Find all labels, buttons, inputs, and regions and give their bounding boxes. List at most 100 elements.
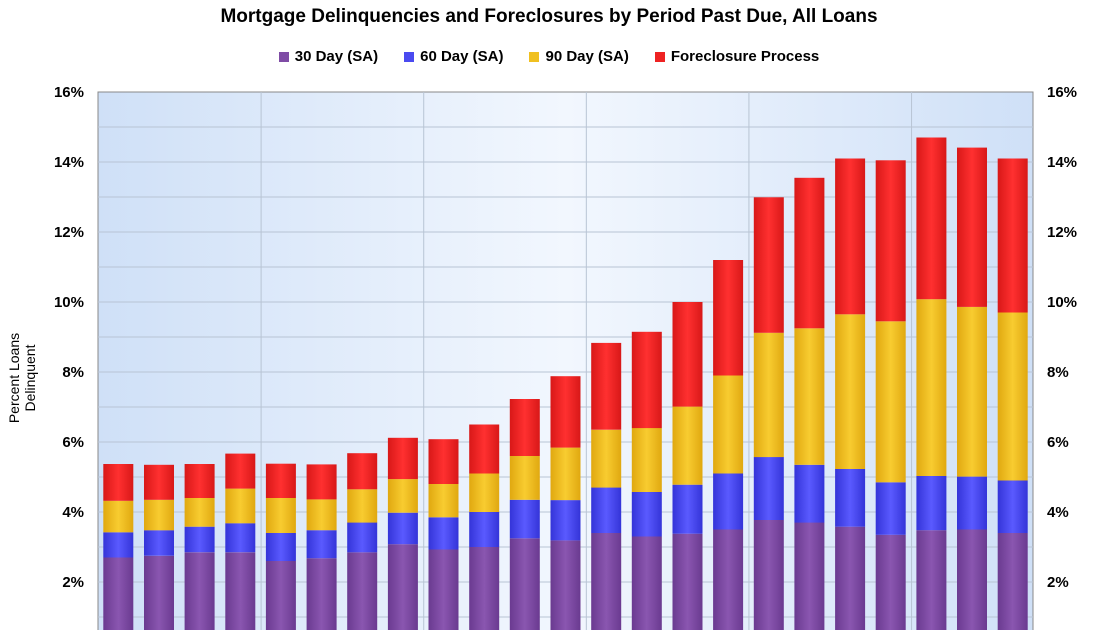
- y-tick-label-right: 2%: [1047, 574, 1069, 591]
- bar-foreclosure: [306, 464, 337, 500]
- bar-foreclosure: [347, 453, 378, 490]
- bar-30-day: [875, 534, 906, 630]
- legend-swatch-foreclosure: [654, 51, 665, 62]
- legend-swatch-30-day: [278, 51, 289, 62]
- bar-30-day: [225, 552, 256, 630]
- legend-label-foreclosure: Foreclosure Process: [670, 48, 820, 65]
- y-tick-label-right: 10%: [1047, 294, 1077, 311]
- y-tick-label-left: 8%: [62, 364, 84, 381]
- bar-foreclosure: [265, 463, 296, 498]
- bar-90-day: [469, 473, 500, 512]
- bar-30-day: [306, 558, 337, 630]
- bar-60-day: [550, 500, 581, 541]
- bar-30-day: [347, 552, 378, 630]
- bar-foreclosure: [753, 197, 784, 333]
- bar-30-day: [550, 540, 581, 630]
- bar-foreclosure: [631, 331, 662, 429]
- bar-30-day: [103, 557, 134, 630]
- bar-60-day: [916, 475, 947, 531]
- bar-90-day: [997, 312, 1028, 481]
- bar-90-day: [916, 299, 947, 476]
- bar-90-day: [713, 375, 744, 474]
- bar-foreclosure: [997, 158, 1028, 313]
- bar-60-day: [306, 530, 337, 559]
- bar-60-day: [509, 499, 540, 539]
- bar-60-day: [225, 523, 256, 553]
- y-tick-label-left: 10%: [54, 294, 84, 311]
- bar-60-day: [144, 530, 174, 556]
- bar-90-day: [265, 498, 296, 533]
- y-tick-label-left: 16%: [54, 84, 84, 101]
- y-tick-label-left: 6%: [62, 434, 84, 451]
- bar-90-day: [428, 484, 459, 518]
- y-tick-label-right: 6%: [1047, 434, 1069, 451]
- bar-60-day: [428, 517, 459, 550]
- y-tick-label-right: 8%: [1047, 364, 1069, 381]
- bar-foreclosure: [103, 464, 134, 501]
- bar-60-day: [265, 533, 296, 561]
- bar-90-day: [550, 447, 581, 501]
- bar-30-day: [184, 552, 215, 630]
- y-tick-label-right: 16%: [1047, 84, 1077, 101]
- bar-60-day: [957, 476, 987, 530]
- bar-90-day: [631, 428, 662, 492]
- bar-90-day: [387, 479, 418, 513]
- bar-30-day: [387, 544, 418, 630]
- legend-label-90-day: 90 Day (SA): [545, 48, 629, 65]
- y-tick-label-left: 12%: [54, 224, 84, 241]
- legend-item-foreclosure: Foreclosure Process: [654, 48, 820, 65]
- bar-90-day: [591, 429, 622, 488]
- bar-30-day: [672, 533, 703, 630]
- bar-30-day: [265, 561, 296, 630]
- y-tick-label-left: 14%: [54, 154, 84, 171]
- bar-90-day: [672, 406, 703, 485]
- bar-60-day: [997, 480, 1028, 533]
- bar-60-day: [631, 492, 662, 537]
- bar-foreclosure: [144, 464, 174, 500]
- legend-swatch-60-day: [404, 51, 415, 62]
- bar-90-day: [347, 489, 378, 523]
- bar-foreclosure: [184, 464, 215, 498]
- legend-label-60-day: 60 Day (SA): [420, 48, 504, 65]
- bar-90-day: [144, 499, 174, 531]
- bar-30-day: [713, 529, 744, 630]
- bar-foreclosure: [387, 437, 418, 480]
- bar-foreclosure: [225, 453, 256, 489]
- y-tick-label-left: 4%: [62, 504, 84, 521]
- legend: 30 Day (SA) 60 Day (SA) 90 Day (SA) Fore…: [0, 48, 1098, 65]
- bar-foreclosure: [509, 399, 540, 456]
- bar-90-day: [184, 498, 215, 527]
- bar-30-day: [957, 529, 987, 630]
- bar-foreclosure: [835, 158, 866, 315]
- y-tick-label-right: 12%: [1047, 224, 1077, 241]
- bar-30-day: [509, 538, 540, 630]
- chart-title: Mortgage Delinquencies and Foreclosures …: [220, 6, 878, 27]
- legend-item-60-day: 60 Day (SA): [404, 48, 503, 65]
- bar-90-day: [306, 499, 337, 531]
- bar-30-day: [469, 547, 500, 630]
- bar-60-day: [713, 473, 744, 530]
- bar-30-day: [428, 549, 459, 630]
- bar-90-day: [835, 314, 866, 469]
- bar-30-day: [753, 520, 784, 630]
- bar-60-day: [672, 484, 703, 534]
- bar-90-day: [753, 332, 784, 458]
- bar-30-day: [916, 530, 947, 630]
- bar-60-day: [835, 468, 866, 527]
- bar-60-day: [753, 457, 784, 520]
- bar-90-day: [875, 321, 906, 483]
- bar-90-day: [794, 328, 825, 465]
- bar-60-day: [347, 522, 378, 553]
- legend-item-30-day: 30 Day (SA): [278, 48, 379, 65]
- bar-30-day: [794, 522, 825, 630]
- y-tick-label-right: 4%: [1047, 504, 1069, 521]
- bar-60-day: [591, 487, 622, 533]
- bar-90-day: [103, 500, 134, 533]
- bar-foreclosure: [591, 342, 622, 430]
- legend-swatch-90-day: [529, 51, 540, 62]
- bar-foreclosure: [916, 137, 947, 300]
- bar-90-day: [957, 306, 987, 477]
- legend-label-30-day: 30 Day (SA): [294, 48, 379, 65]
- bar-30-day: [835, 526, 866, 630]
